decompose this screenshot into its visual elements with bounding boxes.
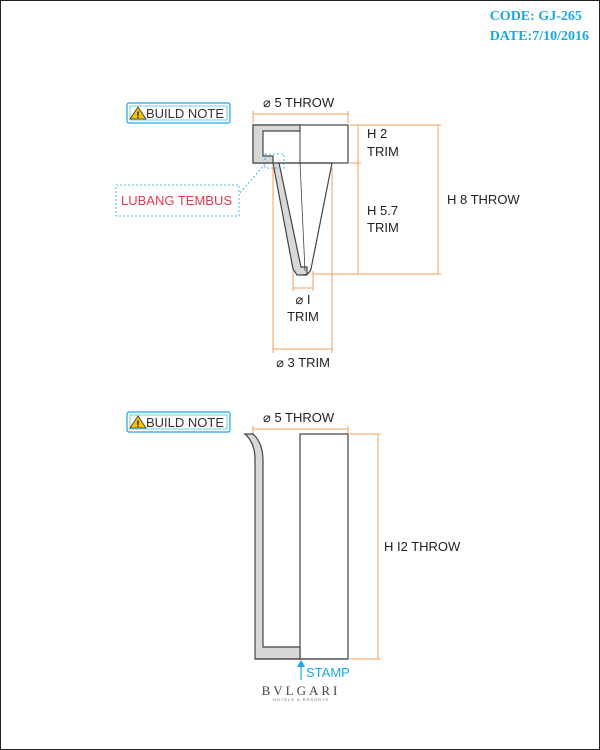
h57-label-line1: H 5.7 [367, 203, 398, 218]
code-block: CODE: GJ-265 DATE:7/10/2016 [490, 7, 589, 47]
hole-note: LUBANG TEMBUS [115, 184, 240, 217]
d3-label: ⌀ 3 TRIM [276, 355, 330, 370]
part-cup-2 [243, 433, 349, 660]
d1-label-line1: ⌀ I [295, 292, 310, 307]
hole-note-label: LUBANG TEMBUS [121, 193, 232, 208]
warning-icon: ! [129, 106, 147, 120]
d1-label-line2: TRIM [287, 309, 319, 324]
svg-text:!: ! [137, 419, 140, 429]
h8-label: H 8 THROW [447, 192, 520, 207]
brand-subtitle: HOTELS & RESORTS [273, 697, 329, 702]
warning-icon: ! [129, 415, 147, 429]
h2-label-line1: H 2 [367, 126, 387, 141]
drawing-date: DATE:7/10/2016 [489, 29, 589, 44]
part-cap-1 [252, 124, 349, 276]
h2-label-line2: TRIM [367, 144, 399, 159]
top-diameter-label-1: ⌀ 5 THROW [263, 95, 335, 110]
build-note-2-label: BUILD NOTE [146, 415, 224, 430]
build-note-1: ! BUILD NOTE [126, 102, 231, 124]
top-diameter-label-2: ⌀ 5 THROW [263, 410, 335, 425]
brand-logo: BVLGARI HOTELS & RESORTS [262, 683, 341, 702]
stamp-arrow-icon [297, 660, 305, 680]
build-note-2: ! BUILD NOTE [126, 411, 231, 433]
h57-label-line2: TRIM [367, 220, 399, 235]
h12-label: H I2 THROW [384, 539, 461, 554]
product-code: CODE: GJ-265 [489, 9, 582, 24]
stamp-label: STAMP [306, 665, 350, 680]
brand-name: BVLGARI [262, 683, 341, 698]
svg-text:!: ! [137, 110, 140, 120]
build-note-1-label: BUILD NOTE [146, 106, 224, 121]
